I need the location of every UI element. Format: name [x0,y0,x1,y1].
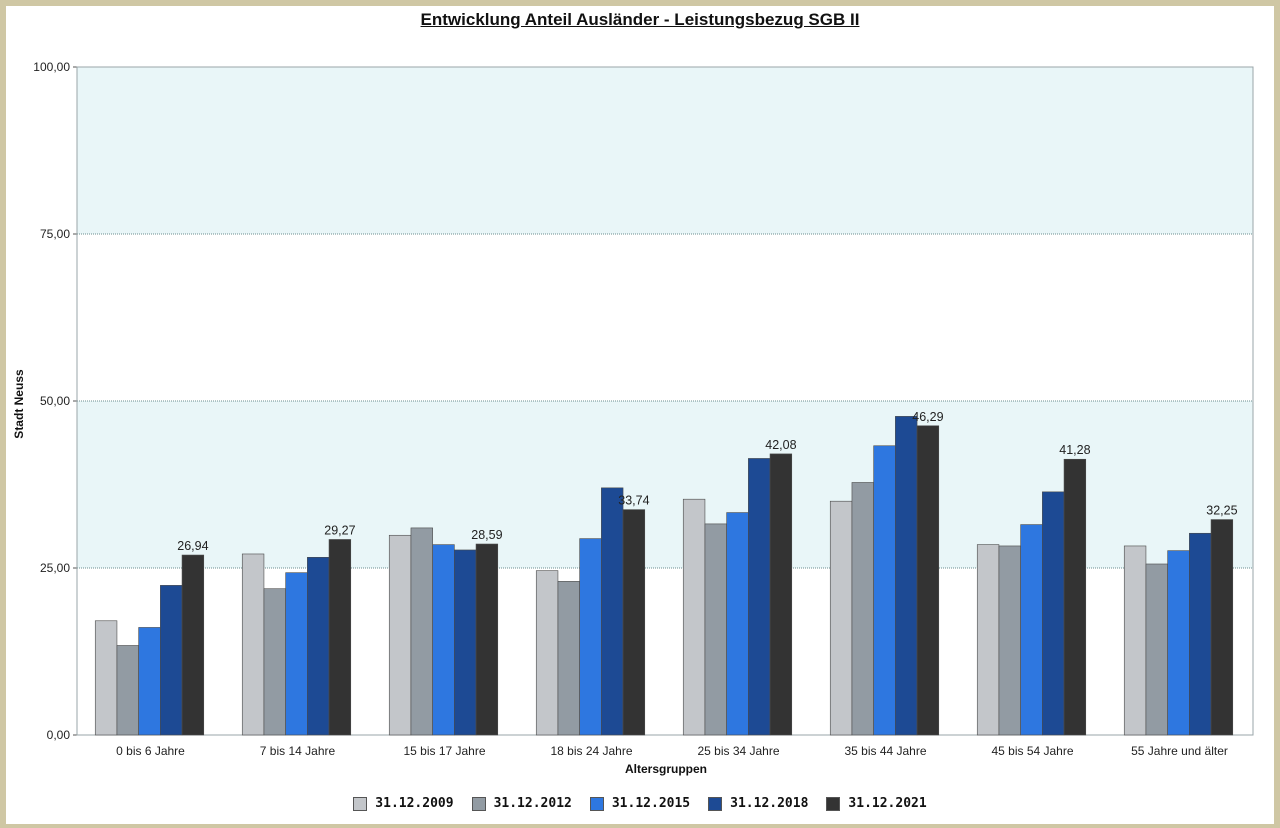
bar [116,645,139,736]
bar [851,482,874,736]
y-tick-label: 75,00 [40,227,70,241]
bar [241,553,265,736]
legend-label: 31.12.2018 [730,796,809,811]
y-axis-label: Stadt Neuss [12,369,26,439]
bar [263,588,286,736]
bar [829,500,853,736]
bar [388,534,412,736]
bar [410,527,433,736]
legend-item: 31.12.2009 [353,796,454,811]
bar [601,487,624,736]
data-label: 33,74 [618,494,649,508]
data-label: 28,59 [471,528,502,542]
x-tick-label: 7 bis 14 Jahre [260,744,336,758]
chart-plot: 0,00 25,00 50,00 75,00 100,00 26,94 0 bis 6 Ja… [33,60,1254,758]
bar [181,554,205,736]
x-tick-label: 35 bis 44 Jahre [844,744,926,758]
y-tick-label: 100,00 [33,60,70,74]
bar [307,557,330,736]
bar [1167,550,1190,736]
chart-title: Entwicklung Anteil Ausländer - Leistungs… [420,10,860,29]
bar [475,543,499,736]
x-tick-label: 55 Jahre und älter [1131,744,1228,758]
legend-swatch [353,796,368,811]
bar [1189,532,1212,736]
legend-item: 31.12.2018 [708,796,808,811]
data-label: 26,94 [177,539,208,553]
bar [285,572,308,736]
bar [769,453,793,736]
data-label: 32,25 [1206,504,1237,518]
plot-border [76,66,1254,736]
bar [557,581,580,736]
bar [916,425,940,736]
bar [535,570,559,736]
bar [94,620,118,736]
x-tick-label: 45 bis 54 Jahre [991,744,1073,758]
bar [726,512,749,736]
legend-swatch [826,796,841,811]
bar [976,544,1000,736]
bar [1123,545,1147,736]
bar [622,509,646,736]
bar [1145,563,1168,736]
bar [873,445,896,736]
x-axis-label: Altersgruppen [624,762,707,776]
legend-label: 31.12.2015 [611,796,691,811]
legend-label: 31.12.2009 [375,796,454,811]
bar [1063,458,1087,736]
x-tick-label: 18 bis 24 Jahre [550,744,632,758]
bar [1020,524,1043,736]
data-label: 46,29 [912,410,943,424]
bar [138,627,161,736]
x-tick-label: 0 bis 6 Jahre [116,744,185,758]
bar [1210,519,1234,736]
data-label: 29,27 [324,523,355,537]
legend-swatch [471,796,486,811]
bar [579,538,602,736]
bar [432,544,455,736]
bar [328,539,352,736]
y-tick-label: 0,00 [47,728,71,742]
legend: 31.12.2009 31.12.2012 31.12.2015 31.12.2018… [6,796,1274,811]
legend-item: 31.12.2021 [826,796,927,811]
legend-label: 31.12.2012 [493,796,572,811]
x-tick-label: 15 bis 17 Jahre [403,744,485,758]
legend-label: 31.12.2021 [848,796,927,811]
bar [1042,491,1065,736]
chart-frame: Entwicklung Anteil Ausländer - Leistungs… [6,6,1274,824]
data-label: 41,28 [1059,443,1090,457]
bar [895,416,918,736]
bar [454,549,477,736]
x-tick-label: 25 bis 34 Jahre [697,744,779,758]
bar [998,545,1021,736]
bar [748,458,771,736]
legend-item: 31.12.2015 [589,796,691,811]
legend-swatch [589,796,604,811]
bar [682,498,706,736]
bar [160,585,183,736]
y-tick-label: 25,00 [40,561,70,575]
legend-item: 31.12.2012 [471,796,572,811]
y-tick-label: 50,00 [40,394,70,408]
data-label: 42,08 [765,438,796,452]
legend-swatch [708,796,723,811]
plot-band [77,67,1253,234]
bar [704,523,727,736]
